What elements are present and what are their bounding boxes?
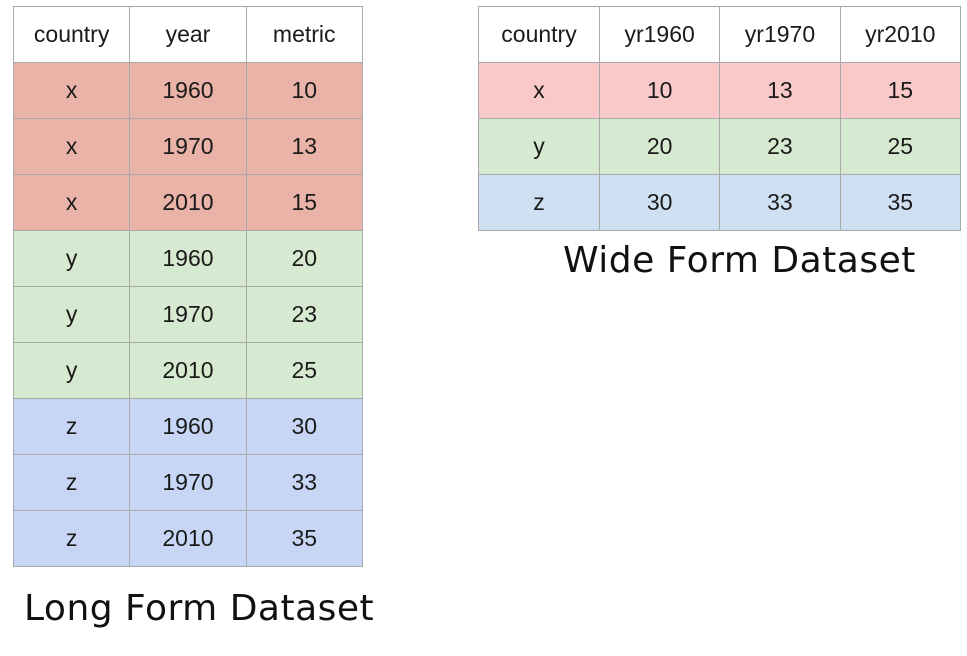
table-row: z 1960 30 [12, 398, 363, 455]
table-cell-yr2010: 25 [839, 118, 961, 175]
wide-table-body: x 10 13 15 y 20 23 25 z 30 33 35 [478, 62, 961, 231]
table-cell-metric: 30 [245, 398, 363, 455]
table-cell-country: y [478, 118, 600, 175]
table-cell-year: 1960 [129, 62, 247, 119]
table-cell-metric: 33 [245, 454, 363, 511]
table-row: x 1960 10 [12, 62, 363, 119]
column-header-country: country [12, 6, 131, 63]
table-cell-year: 2010 [129, 342, 247, 399]
table-row: y 1960 20 [12, 230, 363, 287]
table-cell-yr1970: 33 [719, 174, 841, 231]
table-cell-year: 1960 [129, 398, 247, 455]
column-header-yr2010: yr2010 [839, 6, 961, 63]
table-cell-metric: 10 [245, 62, 363, 119]
table-cell-yr1970: 13 [719, 62, 841, 119]
table-cell-year: 2010 [129, 174, 247, 231]
table-cell-metric: 13 [245, 118, 363, 175]
table-cell-country: z [12, 510, 131, 567]
column-header-metric: metric [245, 6, 363, 63]
column-header-year: year [129, 6, 247, 63]
long-table-header-row: country year metric [12, 6, 363, 63]
long-form-table: country year metric x 1960 10 x 1970 13 x 2010 15 y… [12, 6, 363, 567]
table-cell-year: 1970 [129, 118, 247, 175]
table-row: y 2010 25 [12, 342, 363, 399]
table-row: z 2010 35 [12, 510, 363, 567]
column-header-yr1960: yr1960 [598, 6, 721, 63]
table-cell-yr1970: 23 [719, 118, 841, 175]
table-cell-country: z [12, 398, 131, 455]
table-cell-metric: 35 [245, 510, 363, 567]
table-row: x 1970 13 [12, 118, 363, 175]
table-cell-country: x [12, 118, 131, 175]
long-form-caption: Long Form Dataset [24, 588, 375, 629]
table-row: x 10 13 15 [478, 62, 961, 119]
table-cell-yr1960: 20 [598, 118, 721, 175]
table-cell-country: x [12, 174, 131, 231]
table-cell-year: 2010 [129, 510, 247, 567]
table-cell-country: z [478, 174, 600, 231]
table-row: y 20 23 25 [478, 118, 961, 175]
column-header-country: country [478, 6, 600, 63]
table-cell-country: y [12, 286, 131, 343]
table-cell-metric: 23 [245, 286, 363, 343]
table-cell-yr1960: 30 [598, 174, 721, 231]
table-row: z 1970 33 [12, 454, 363, 511]
column-header-yr1970: yr1970 [719, 6, 841, 63]
table-cell-country: z [12, 454, 131, 511]
table-cell-metric: 25 [245, 342, 363, 399]
table-cell-yr2010: 15 [839, 62, 961, 119]
table-cell-year: 1970 [129, 286, 247, 343]
table-cell-country: y [12, 342, 131, 399]
table-cell-country: x [12, 62, 131, 119]
table-cell-metric: 20 [245, 230, 363, 287]
table-row: z 30 33 35 [478, 174, 961, 231]
wide-table-header-row: country yr1960 yr1970 yr2010 [478, 6, 961, 63]
table-cell-yr2010: 35 [839, 174, 961, 231]
table-cell-country: x [478, 62, 600, 119]
table-cell-metric: 15 [245, 174, 363, 231]
long-table-body: x 1960 10 x 1970 13 x 2010 15 y 1960 20 y 1970 23 y 2010… [12, 62, 363, 567]
table-cell-year: 1970 [129, 454, 247, 511]
table-cell-country: y [12, 230, 131, 287]
wide-form-table: country yr1960 yr1970 yr2010 x 10 13 15 y 20 23 25… [478, 6, 961, 231]
table-cell-year: 1960 [129, 230, 247, 287]
table-row: x 2010 15 [12, 174, 363, 231]
wide-form-caption: Wide Form Dataset [563, 240, 916, 281]
table-cell-yr1960: 10 [598, 62, 721, 119]
table-row: y 1970 23 [12, 286, 363, 343]
